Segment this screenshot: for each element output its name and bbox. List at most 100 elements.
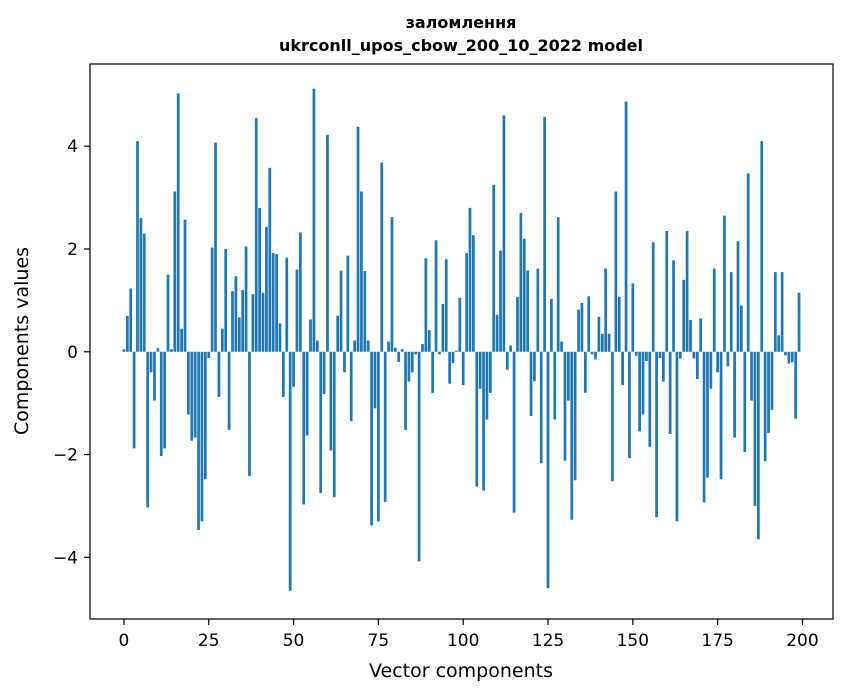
bar bbox=[203, 351, 207, 480]
bar bbox=[682, 279, 686, 352]
bar bbox=[210, 247, 214, 352]
bar bbox=[282, 351, 285, 397]
bar bbox=[621, 351, 625, 386]
y-axis-ticks: −4 −2 0 2 4 bbox=[53, 137, 90, 568]
bar bbox=[590, 351, 594, 355]
bar bbox=[248, 351, 251, 477]
bar bbox=[132, 351, 136, 449]
chart-title-line2: ukrconll_upos_cbow_200_10_2022 model bbox=[279, 36, 643, 55]
bar bbox=[740, 305, 743, 352]
bar bbox=[594, 351, 597, 360]
bars bbox=[122, 88, 801, 591]
bar bbox=[261, 292, 265, 352]
bar bbox=[797, 292, 801, 352]
bar bbox=[363, 271, 367, 352]
bar bbox=[787, 351, 791, 364]
bar bbox=[271, 253, 275, 352]
bar bbox=[546, 351, 550, 589]
bar bbox=[265, 226, 268, 352]
bar bbox=[332, 351, 336, 498]
bar bbox=[695, 351, 699, 380]
bar bbox=[607, 333, 611, 352]
bar bbox=[760, 141, 764, 352]
bar bbox=[729, 272, 733, 352]
bar bbox=[183, 219, 187, 352]
bar bbox=[678, 351, 682, 359]
bar bbox=[468, 207, 472, 352]
bar bbox=[251, 294, 255, 352]
bar bbox=[573, 351, 577, 481]
bar bbox=[482, 351, 485, 491]
bar bbox=[451, 351, 455, 364]
bar bbox=[543, 116, 546, 352]
bar bbox=[784, 351, 787, 356]
bar bbox=[360, 191, 363, 352]
bar bbox=[665, 231, 669, 352]
bar bbox=[302, 351, 306, 505]
bar bbox=[668, 351, 672, 434]
x-tick-label: 125 bbox=[532, 631, 564, 651]
bar bbox=[614, 191, 618, 352]
bar bbox=[421, 344, 424, 352]
bar bbox=[122, 349, 126, 352]
bar bbox=[475, 351, 479, 487]
bar bbox=[431, 351, 435, 393]
bar bbox=[699, 318, 703, 352]
bar bbox=[465, 253, 468, 352]
bar bbox=[142, 233, 146, 352]
x-tick-label: 75 bbox=[368, 631, 390, 651]
x-tick-label: 150 bbox=[617, 631, 649, 651]
bar bbox=[441, 303, 445, 352]
bar bbox=[794, 351, 798, 419]
bar bbox=[675, 351, 679, 522]
bar bbox=[611, 351, 614, 482]
bar bbox=[146, 351, 150, 508]
x-axis-label: Vector components bbox=[369, 660, 553, 682]
x-tick-label: 0 bbox=[119, 631, 130, 651]
bar bbox=[733, 351, 736, 438]
bar bbox=[159, 351, 163, 457]
bar bbox=[207, 351, 211, 358]
bar bbox=[516, 296, 519, 352]
bar bbox=[258, 207, 261, 352]
bar bbox=[173, 191, 177, 352]
chart-title-line1: заломлення bbox=[406, 13, 517, 32]
bar bbox=[288, 351, 292, 591]
bar bbox=[410, 351, 414, 373]
bar bbox=[780, 272, 784, 352]
bar bbox=[244, 246, 248, 352]
bar bbox=[400, 349, 404, 352]
bar bbox=[377, 351, 380, 522]
bar bbox=[455, 350, 458, 352]
y-tick-label: 4 bbox=[67, 137, 78, 157]
bar bbox=[461, 351, 465, 386]
bar bbox=[655, 351, 658, 518]
bar bbox=[726, 351, 730, 367]
bar bbox=[319, 351, 323, 494]
bar bbox=[773, 272, 777, 352]
bar bbox=[577, 309, 580, 352]
bar bbox=[753, 351, 757, 506]
bar bbox=[370, 351, 373, 526]
bar bbox=[645, 351, 648, 362]
bar bbox=[343, 351, 346, 373]
bar bbox=[502, 115, 506, 352]
bar bbox=[648, 351, 652, 447]
bar bbox=[129, 288, 133, 352]
bar bbox=[495, 314, 499, 352]
bar bbox=[427, 330, 431, 352]
bar bbox=[220, 328, 224, 352]
bar bbox=[180, 328, 183, 352]
bar bbox=[254, 117, 258, 352]
bar bbox=[278, 323, 282, 352]
bar bbox=[706, 351, 709, 478]
bar bbox=[200, 351, 204, 522]
bar bbox=[309, 319, 312, 352]
bar bbox=[597, 316, 601, 352]
bar bbox=[156, 348, 160, 352]
bar bbox=[505, 351, 509, 370]
bar bbox=[672, 260, 675, 352]
bar bbox=[509, 345, 513, 352]
bar bbox=[268, 167, 272, 352]
